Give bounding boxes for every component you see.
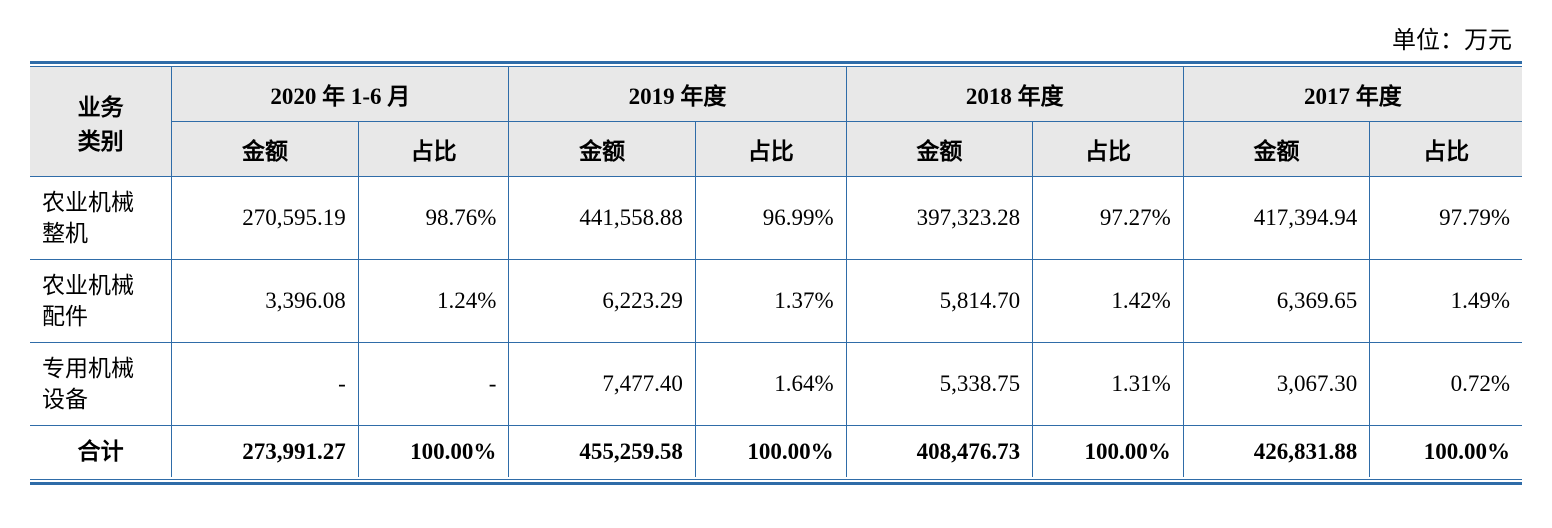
cell-pct: 100.00% [1033, 426, 1184, 478]
cell-pct: 96.99% [695, 177, 846, 260]
cell-pct: - [358, 343, 509, 426]
header-category-line1: 业务 类别 [78, 95, 124, 154]
header-sub-0-1: 占比 [358, 122, 509, 177]
table-row: 专用机械设备 - - 7,477.40 1.64% 5,338.75 1.31%… [30, 343, 1522, 426]
table-header: 业务 类别 2020 年 1-6 月 2019 年度 2018 年度 2017 … [30, 67, 1522, 177]
cell-amt: 397,323.28 [846, 177, 1033, 260]
cell-amt: 417,394.94 [1183, 177, 1370, 260]
cell-pct: 0.72% [1370, 343, 1522, 426]
cell-category: 农业机械配件 [30, 260, 172, 343]
header-sub-1-0: 金额 [509, 122, 696, 177]
header-period-3: 2017 年度 [1183, 67, 1522, 122]
cell-amt: 3,067.30 [1183, 343, 1370, 426]
cell-pct: 1.49% [1370, 260, 1522, 343]
cat-text: 专用机械设备 [42, 353, 139, 415]
cell-amt: 5,338.75 [846, 343, 1033, 426]
cell-amt: 5,814.70 [846, 260, 1033, 343]
cell-pct: 1.64% [695, 343, 846, 426]
cell-amt: 7,477.40 [509, 343, 696, 426]
cell-amt: 455,259.58 [509, 426, 696, 478]
cell-category: 农业机械整机 [30, 177, 172, 260]
table-row: 农业机械整机 270,595.19 98.76% 441,558.88 96.9… [30, 177, 1522, 260]
cell-pct: 100.00% [358, 426, 509, 478]
cell-pct: 97.79% [1370, 177, 1522, 260]
header-period-1: 2019 年度 [509, 67, 846, 122]
header-period-2: 2018 年度 [846, 67, 1183, 122]
header-sub-3-1: 占比 [1370, 122, 1522, 177]
cell-amt: 273,991.27 [172, 426, 359, 478]
cell-pct: 98.76% [358, 177, 509, 260]
cell-amt: 441,558.88 [509, 177, 696, 260]
cell-pct: 97.27% [1033, 177, 1184, 260]
cell-amt: 6,223.29 [509, 260, 696, 343]
table-row: 农业机械配件 3,396.08 1.24% 6,223.29 1.37% 5,8… [30, 260, 1522, 343]
cell-pct: 1.37% [695, 260, 846, 343]
header-sub-1-1: 占比 [695, 122, 846, 177]
cell-category: 专用机械设备 [30, 343, 172, 426]
revenue-by-category-table: 业务 类别 2020 年 1-6 月 2019 年度 2018 年度 2017 … [30, 67, 1522, 477]
cell-amt: 270,595.19 [172, 177, 359, 260]
cell-amt: 426,831.88 [1183, 426, 1370, 478]
cell-pct: 1.42% [1033, 260, 1184, 343]
cell-amt: - [172, 343, 359, 426]
header-sub-3-0: 金额 [1183, 122, 1370, 177]
unit-label: 单位：万元 [30, 20, 1522, 55]
header-period-0: 2020 年 1-6 月 [172, 67, 509, 122]
table-bottom-rule-outer [30, 480, 1522, 485]
cell-pct: 100.00% [1370, 426, 1522, 478]
table-body: 农业机械整机 270,595.19 98.76% 441,558.88 96.9… [30, 177, 1522, 478]
cell-total-label: 合计 [30, 426, 172, 478]
cell-pct: 100.00% [695, 426, 846, 478]
table-row-total: 合计 273,991.27 100.00% 455,259.58 100.00%… [30, 426, 1522, 478]
cell-pct: 1.24% [358, 260, 509, 343]
header-sub-2-0: 金额 [846, 122, 1033, 177]
cell-amt: 408,476.73 [846, 426, 1033, 478]
header-category: 业务 类别 [30, 67, 172, 177]
cell-amt: 3,396.08 [172, 260, 359, 343]
cat-text: 农业机械配件 [42, 270, 139, 332]
table-top-rule: 业务 类别 2020 年 1-6 月 2019 年度 2018 年度 2017 … [30, 61, 1522, 477]
cell-pct: 1.31% [1033, 343, 1184, 426]
header-sub-2-1: 占比 [1033, 122, 1184, 177]
cat-text: 农业机械整机 [42, 187, 139, 249]
cell-amt: 6,369.65 [1183, 260, 1370, 343]
header-sub-0-0: 金额 [172, 122, 359, 177]
